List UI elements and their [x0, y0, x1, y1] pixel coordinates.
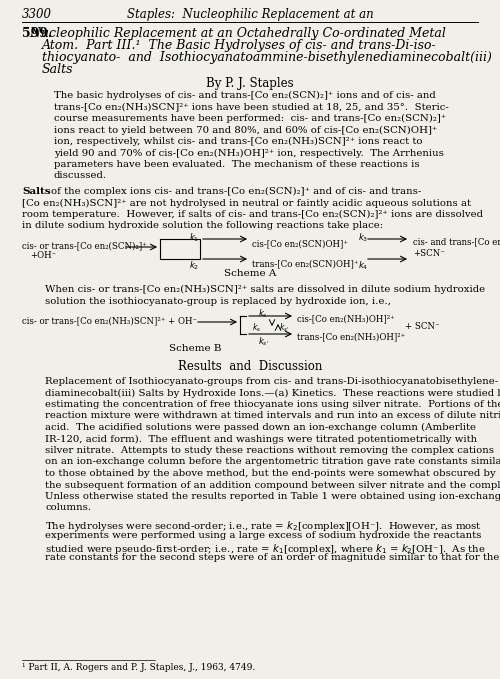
Text: 3300: 3300 — [22, 8, 52, 21]
Text: [Co en₂(NH₃)SCN]²⁺ are not hydrolysed in neutral or faintly acidic aqueous solut: [Co en₂(NH₃)SCN]²⁺ are not hydrolysed in… — [22, 198, 471, 208]
Text: When cis- or trans-[Co en₂(NH₃)SCN]²⁺ salts are dissolved in dilute sodium hydro: When cis- or trans-[Co en₂(NH₃)SCN]²⁺ sa… — [45, 285, 485, 294]
Text: discussed.: discussed. — [54, 172, 107, 181]
Text: + SCN⁻: + SCN⁻ — [405, 322, 440, 331]
Text: $k_2$: $k_2$ — [189, 259, 200, 272]
Text: 599.: 599. — [22, 27, 52, 40]
Text: Scheme B: Scheme B — [169, 344, 221, 353]
Text: $k_s$: $k_s$ — [258, 308, 268, 320]
Text: ¹ Part II, A. Rogers and P. J. Staples, J., 1963, 4749.: ¹ Part II, A. Rogers and P. J. Staples, … — [22, 663, 256, 672]
Text: the subsequent formation of an addition compound between silver nitrate and the : the subsequent formation of an addition … — [45, 481, 500, 490]
Text: Scheme A: Scheme A — [224, 269, 276, 278]
Text: +SCN⁻: +SCN⁻ — [413, 249, 445, 258]
Text: $k_1$: $k_1$ — [189, 231, 200, 244]
Text: yield 90 and 70% of cis-[Co en₂(NH₃)OH]²⁺ ion, respectively.  The Arrhenius: yield 90 and 70% of cis-[Co en₂(NH₃)OH]²… — [54, 149, 444, 158]
Text: rate constants for the second steps were of an order of magnitude similar to tha: rate constants for the second steps were… — [45, 553, 500, 562]
Text: IR-120, acid form).  The effluent and washings were titrated potentiometrically : IR-120, acid form). The effluent and was… — [45, 435, 477, 443]
Text: $k_4$: $k_4$ — [358, 259, 368, 272]
Text: ion, respectively, whilst cis- and trans-[Co en₂(NH₃)SCN]²⁺ ions react to: ion, respectively, whilst cis- and trans… — [54, 137, 422, 146]
Text: studied were pseudo-first-order; i.e., rate = $k_1$[complex], where $k_1$ = $k_2: studied were pseudo-first-order; i.e., r… — [45, 542, 486, 556]
Text: cis- or trans-[Co en₂(SCN)₂]⁺: cis- or trans-[Co en₂(SCN)₂]⁺ — [22, 241, 147, 250]
Text: cis- or trans-[Co en₂(NH₃)SCN]²⁺ + OH⁻: cis- or trans-[Co en₂(NH₃)SCN]²⁺ + OH⁻ — [22, 316, 197, 325]
Text: Nucleophilic Replacement at an Octahedrally Co-ordinated Metal: Nucleophilic Replacement at an Octahedra… — [22, 27, 446, 40]
Text: course measurements have been performed:  cis- and trans-[Co en₂(SCN)₂]⁺: course measurements have been performed:… — [54, 114, 446, 123]
Text: reaction mixture were withdrawn at timed intervals and run into an excess of dil: reaction mixture were withdrawn at timed… — [45, 411, 500, 420]
Text: $k_s$: $k_s$ — [252, 322, 261, 335]
Text: Staples:  Nucleophilic Replacement at an: Staples: Nucleophilic Replacement at an — [126, 8, 374, 21]
Text: acid.  The acidified solutions were passed down an ion-exchange column (Amberlit: acid. The acidified solutions were passe… — [45, 423, 476, 432]
Text: +OH⁻: +OH⁻ — [30, 251, 56, 260]
Text: By P. J. Staples: By P. J. Staples — [206, 77, 294, 90]
Text: cis-[Co en₂(NH₃)OH]²⁺: cis-[Co en₂(NH₃)OH]²⁺ — [297, 314, 395, 323]
Text: estimating the concentration of free thiocyanate ions using silver nitrate.  Por: estimating the concentration of free thi… — [45, 400, 500, 409]
Text: $k_3$: $k_3$ — [358, 231, 368, 244]
Text: solution the isothiocyanato-group is replaced by hydroxide ion, i.e.,: solution the isothiocyanato-group is rep… — [45, 297, 391, 306]
Text: Salts: Salts — [42, 63, 74, 76]
Text: columns.: columns. — [45, 504, 91, 513]
Text: Atom.  Part III.¹  The Basic Hydrolyses of cis- and trans-Di-iso-: Atom. Part III.¹ The Basic Hydrolyses of… — [42, 39, 437, 52]
Text: $k_{s'}$: $k_{s'}$ — [279, 322, 289, 335]
Text: thiocyanato-  and  Isothiocyanatoammine-bisethylenediaminecobalt(iii): thiocyanato- and Isothiocyanatoammine-bi… — [42, 51, 492, 64]
Text: to those obtained by the above method, but the end-points were somewhat obscured: to those obtained by the above method, b… — [45, 469, 496, 478]
Text: trans-[Co en₂(SCN)OH]⁺: trans-[Co en₂(SCN)OH]⁺ — [252, 259, 358, 268]
Text: The basic hydrolyses of cis- and trans-[Co en₂(SCN)₂]⁺ ions and of cis- and: The basic hydrolyses of cis- and trans-[… — [54, 91, 436, 100]
Text: parameters have been evaluated.  The mechanism of these reactions is: parameters have been evaluated. The mech… — [54, 160, 420, 169]
Text: trans-[Co en₂(NH₃)SCN]²⁺ ions have been studied at 18, 25, and 35°.  Steric-: trans-[Co en₂(NH₃)SCN]²⁺ ions have been … — [54, 103, 449, 111]
Text: silver nitrate.  Attempts to study these reactions without removing the complex : silver nitrate. Attempts to study these … — [45, 446, 494, 455]
Text: Results  and  Discussion: Results and Discussion — [178, 360, 322, 373]
Text: on an ion-exchange column before the argentometric titration gave rate constants: on an ion-exchange column before the arg… — [45, 458, 500, 466]
Text: of the complex ions cis- and trans-[Co en₂(SCN)₂]⁺ and of cis- and trans-: of the complex ions cis- and trans-[Co e… — [51, 187, 421, 196]
Text: Unless otherwise stated the results reported in Table 1 were obtained using ion-: Unless otherwise stated the results repo… — [45, 492, 500, 501]
Text: cis-[Co en₂(SCN)OH]⁺: cis-[Co en₂(SCN)OH]⁺ — [252, 239, 348, 248]
Text: trans-[Co en₂(NH₃)OH]²⁺: trans-[Co en₂(NH₃)OH]²⁺ — [297, 332, 405, 341]
Text: experiments were performed using a large excess of sodium hydroxide the reactant: experiments were performed using a large… — [45, 530, 482, 540]
Text: room temperature.  However, if salts of cis- and trans-[Co en₂(SCN)₂]²⁺ ions are: room temperature. However, if salts of c… — [22, 210, 483, 219]
Text: $k_{s'}$: $k_{s'}$ — [258, 336, 270, 348]
Text: The hydrolyses were second-order; i.e., rate = $k_2$[complex][OH⁻].  However, as: The hydrolyses were second-order; i.e., … — [45, 519, 482, 533]
Text: diaminecobalt(iii) Salts by Hydroxide Ions.—(a) Kinetics.  These reactions were : diaminecobalt(iii) Salts by Hydroxide Io… — [45, 388, 500, 398]
Text: Salts: Salts — [22, 187, 50, 196]
Text: ions react to yield between 70 and 80%, and 60% of cis-[Co en₂(SCN)OH]⁺: ions react to yield between 70 and 80%, … — [54, 126, 437, 134]
Text: cis- and trans-[Co en₂(OH)₂]⁺: cis- and trans-[Co en₂(OH)₂]⁺ — [413, 237, 500, 246]
Text: Replacement of Isothiocyanato-groups from cis- and trans-Di-isothiocyanatobiseth: Replacement of Isothiocyanato-groups fro… — [45, 377, 498, 386]
Text: in dilute sodium hydroxide solution the following reactions take place:: in dilute sodium hydroxide solution the … — [22, 221, 383, 230]
